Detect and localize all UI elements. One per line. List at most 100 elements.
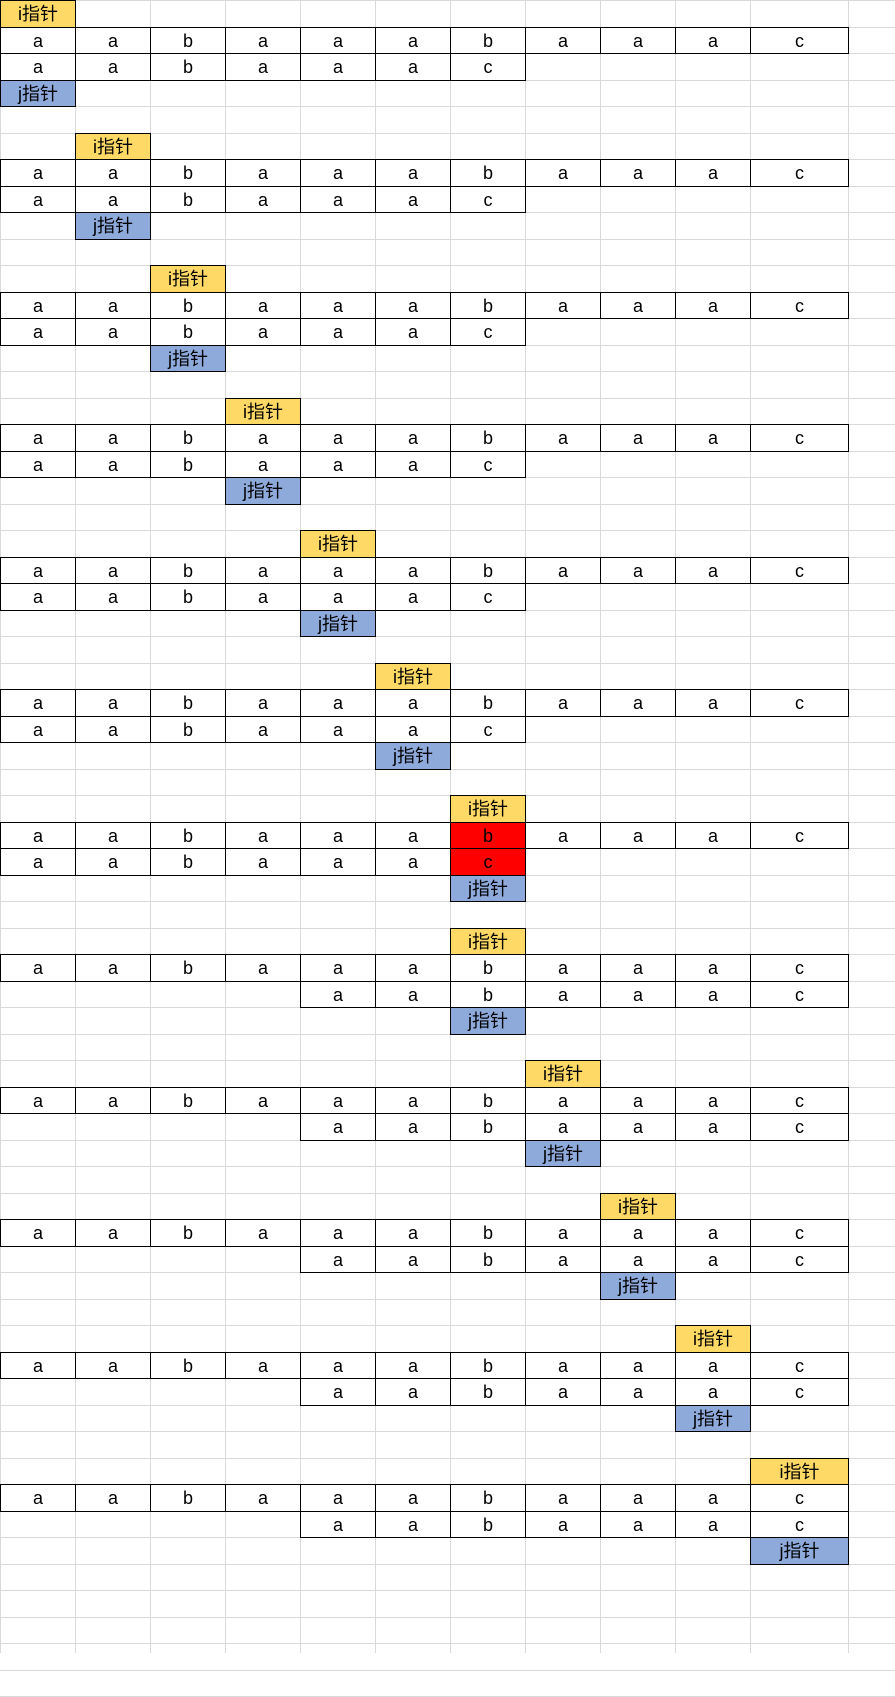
text-char: a xyxy=(525,292,601,319)
j-pointer-label: j指针 xyxy=(525,1140,601,1167)
pattern-char: a xyxy=(300,583,376,611)
i-pointer-label: i指针 xyxy=(375,663,451,690)
pattern-char: a xyxy=(300,451,376,478)
text-char: a xyxy=(525,27,601,54)
text-char: a xyxy=(225,292,301,319)
pattern-char: c xyxy=(450,318,526,346)
text-char: a xyxy=(225,1352,301,1379)
text-char: a xyxy=(225,1219,301,1247)
pattern-char: a xyxy=(0,848,76,876)
text-char: b xyxy=(150,1484,226,1512)
text-char: a xyxy=(225,557,301,584)
gridline-horizontal xyxy=(0,398,895,399)
text-char: a xyxy=(675,1087,751,1114)
gridline-horizontal xyxy=(0,371,895,372)
gridline-horizontal xyxy=(0,1193,895,1194)
text-char: a xyxy=(600,1087,676,1114)
text-char: b xyxy=(150,557,226,584)
text-char: a xyxy=(675,689,751,717)
gridline-horizontal xyxy=(0,1060,895,1061)
pattern-char: a xyxy=(300,1511,376,1538)
text-char: a xyxy=(525,954,601,982)
text-char: a xyxy=(600,1219,676,1247)
text-char: a xyxy=(375,27,451,54)
text-char: a xyxy=(75,557,151,584)
gridline-horizontal xyxy=(0,1564,895,1565)
j-pointer-label: j指针 xyxy=(300,610,376,637)
j-pointer-label: j指针 xyxy=(150,345,226,372)
pattern-char-mismatch: c xyxy=(450,848,526,876)
gridline-horizontal xyxy=(0,530,895,531)
text-char: a xyxy=(525,1352,601,1379)
pattern-char: a xyxy=(75,716,151,743)
text-char: a xyxy=(75,954,151,982)
text-char: a xyxy=(0,1484,76,1512)
j-pointer-label: j指针 xyxy=(450,1007,526,1035)
pattern-char: c xyxy=(750,1378,849,1406)
text-char: a xyxy=(300,689,376,717)
text-char: b xyxy=(150,424,226,452)
text-char: a xyxy=(300,1087,376,1114)
text-char: a xyxy=(0,557,76,584)
pattern-char: a xyxy=(525,1378,601,1406)
pattern-char: b xyxy=(150,583,226,611)
pattern-char: a xyxy=(600,981,676,1008)
text-char: a xyxy=(375,1484,451,1512)
text-char: b xyxy=(150,292,226,319)
pattern-char: a xyxy=(300,1246,376,1273)
text-char: a xyxy=(0,424,76,452)
text-char: a xyxy=(300,424,376,452)
pattern-char: b xyxy=(450,1378,526,1406)
text-char: c xyxy=(750,27,849,54)
text-char: a xyxy=(600,424,676,452)
text-char: a xyxy=(525,557,601,584)
j-pointer-label: j指针 xyxy=(225,477,301,505)
gridline-horizontal xyxy=(0,1643,895,1644)
pattern-char: a xyxy=(525,981,601,1008)
pattern-char: a xyxy=(525,1246,601,1273)
i-pointer-label: i指针 xyxy=(150,265,226,293)
gridline-horizontal xyxy=(0,1458,895,1459)
pattern-char: a xyxy=(375,186,451,213)
j-pointer-label: j指针 xyxy=(750,1537,849,1565)
text-char: a xyxy=(375,1352,451,1379)
text-char: a xyxy=(75,1484,151,1512)
text-char: a xyxy=(525,822,601,849)
text-char: a xyxy=(600,954,676,982)
text-char: c xyxy=(750,689,849,717)
pattern-char: b xyxy=(150,186,226,213)
text-char: a xyxy=(225,822,301,849)
text-char: a xyxy=(300,822,376,849)
gridline-horizontal xyxy=(0,1034,895,1035)
gridline-horizontal xyxy=(0,1617,895,1618)
text-char: a xyxy=(525,689,601,717)
text-char: a xyxy=(525,1219,601,1247)
pattern-char: b xyxy=(450,1246,526,1273)
pattern-char: a xyxy=(75,848,151,876)
pattern-char: a xyxy=(375,318,451,346)
j-pointer-label: j指针 xyxy=(375,742,451,770)
gridline-horizontal xyxy=(0,901,895,902)
text-char: b xyxy=(450,159,526,187)
gridline-horizontal xyxy=(0,1325,895,1326)
i-pointer-label: i指针 xyxy=(450,928,526,955)
pattern-char: a xyxy=(375,848,451,876)
text-char: a xyxy=(375,1087,451,1114)
text-char: a xyxy=(0,822,76,849)
text-char: a xyxy=(375,1219,451,1247)
text-char: b xyxy=(450,292,526,319)
pattern-char: a xyxy=(675,1246,751,1273)
text-char: b xyxy=(450,27,526,54)
i-pointer-label: i指针 xyxy=(600,1193,676,1220)
pattern-char: b xyxy=(450,1511,526,1538)
text-char: a xyxy=(0,954,76,982)
text-char: a xyxy=(600,822,676,849)
pattern-char: a xyxy=(0,318,76,346)
pattern-char: b xyxy=(150,451,226,478)
text-char: a xyxy=(375,557,451,584)
text-char: a xyxy=(675,1219,751,1247)
text-char: a xyxy=(75,1352,151,1379)
text-char: a xyxy=(375,292,451,319)
pattern-char: b xyxy=(150,848,226,876)
text-char: c xyxy=(750,159,849,187)
